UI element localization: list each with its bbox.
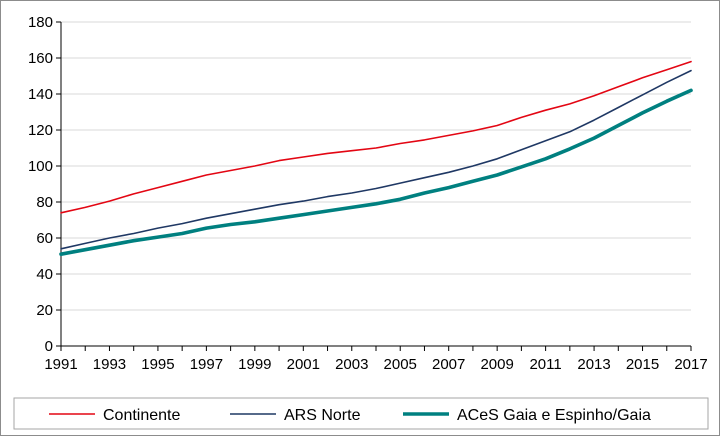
y-tick-label: 140 — [28, 86, 53, 103]
legend: Continente ARS Norte ACeS Gaia e Espinho/G… — [13, 397, 709, 430]
y-tick-label: 60 — [36, 230, 53, 247]
x-tick-label: 1993 — [93, 356, 126, 373]
y-tick-label: 0 — [45, 338, 53, 355]
x-tick-label: 1997 — [190, 356, 223, 373]
y-tick-label: 20 — [36, 302, 53, 319]
series-group — [59, 60, 693, 256]
y-tick-label: 80 — [36, 194, 53, 211]
x-tick-label: 1991 — [44, 356, 77, 373]
y-tick-label: 120 — [28, 122, 53, 139]
x-tick-label: 2011 — [529, 356, 561, 373]
x-tick-label: 2013 — [577, 356, 610, 373]
x-tick-label: 2015 — [626, 356, 659, 373]
x-tick-label: 2009 — [480, 356, 513, 373]
x-tick-label: 2017 — [674, 356, 707, 373]
series-line — [60, 69, 692, 250]
x-axis: 1991 1993 1995 1997 1999 2001 2003 2005 2007 2009… — [44, 345, 708, 373]
x-tick-label: 1999 — [238, 356, 271, 373]
x-tick-label: 1995 — [141, 356, 174, 373]
x-tick-label: 2003 — [335, 356, 368, 373]
x-tick-label: 2005 — [384, 356, 417, 373]
legend-label: ACeS Gaia e Espinho/Gaia — [457, 407, 651, 424]
series-line — [59, 88, 693, 256]
gridlines — [61, 21, 691, 311]
legend-box — [13, 397, 709, 430]
x-tick-label: 2007 — [432, 356, 465, 373]
y-tick-label: 100 — [28, 158, 53, 175]
x-tick-label: 2001 — [287, 356, 320, 373]
y-axis: 0 20 40 60 80 100 120 140 160 180 — [28, 14, 62, 355]
series-line — [60, 60, 692, 214]
y-tick-label: 40 — [36, 266, 53, 283]
y-tick-label: 180 — [28, 14, 53, 31]
legend-label: ARS Norte — [284, 407, 361, 424]
legend-label: Continente — [103, 407, 180, 424]
y-tick-label: 160 — [28, 50, 53, 67]
